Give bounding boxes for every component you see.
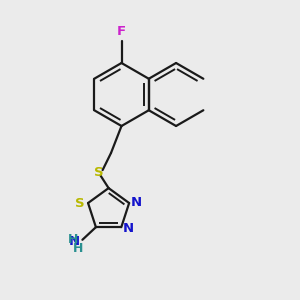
Text: N: N [123,222,134,235]
Text: N: N [130,196,142,208]
Text: S: S [94,166,104,179]
Text: H: H [68,233,78,246]
Text: H: H [73,242,83,255]
Text: N: N [69,235,80,248]
Text: S: S [75,196,85,209]
Text: F: F [117,25,126,38]
